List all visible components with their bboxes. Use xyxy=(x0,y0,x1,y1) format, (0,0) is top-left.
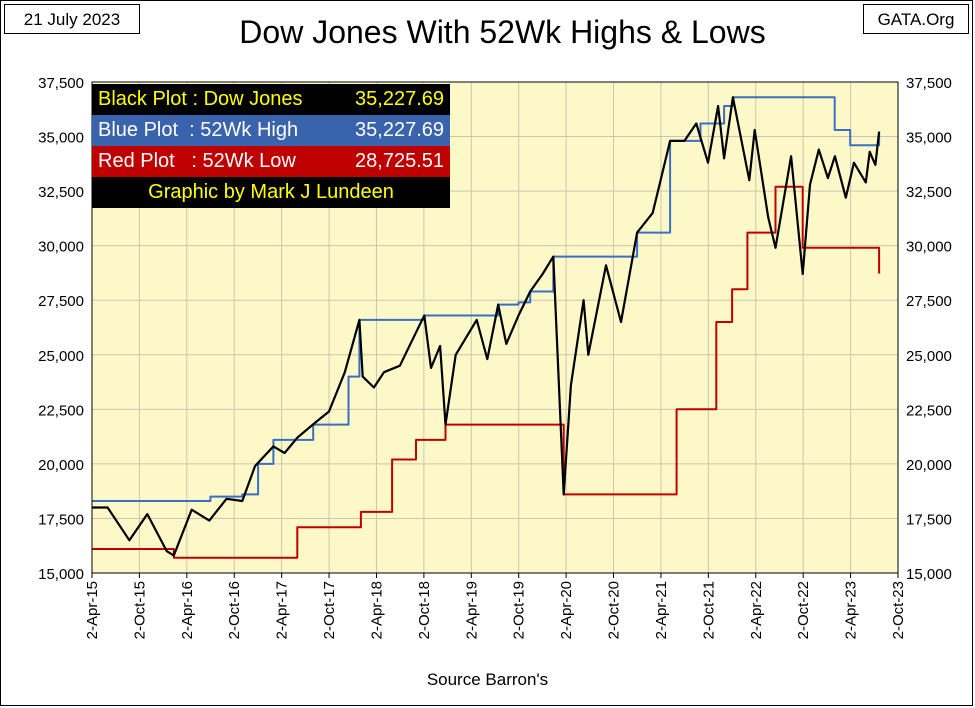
x-tick-label: 2-Apr-23 xyxy=(843,581,860,639)
x-tick-label: 2-Oct-22 xyxy=(795,581,812,639)
x-tick-label: 2-Oct-23 xyxy=(890,581,907,639)
x-tick-label: 2-Apr-18 xyxy=(368,581,385,639)
x-tick-label: 2-Apr-17 xyxy=(274,581,291,639)
x-tick-label: 2-Oct-15 xyxy=(131,581,148,639)
y-tick-label-right: 22,500 xyxy=(906,402,952,419)
low-line xyxy=(92,185,881,559)
x-tick-label: 2-Apr-19 xyxy=(463,581,480,639)
y-tick-label-left: 17,500 xyxy=(38,511,84,528)
y-tick-label-left: 27,500 xyxy=(38,293,84,310)
legend-credit: Graphic by Mark J Lundeen xyxy=(92,177,450,208)
legend-box: Black Plot : Dow Jones 35,227.69 Blue Pl… xyxy=(92,84,450,208)
x-tick-label: 2-Oct-20 xyxy=(606,581,623,639)
x-axis: 2-Apr-15 2-Oct-15 2-Apr-16 2-Oct-16 2-Apr-17… xyxy=(84,573,907,639)
x-tick-label: 2-Apr-16 xyxy=(179,581,196,639)
y-tick-label-right: 27,500 xyxy=(906,293,952,310)
y-tick-label-right: 25,000 xyxy=(906,348,952,365)
y-tick-label-right: 17,500 xyxy=(906,511,952,528)
y-tick-label-right: 15,000 xyxy=(906,566,952,583)
legend-high-value: 35,227.69 xyxy=(355,119,444,141)
y-tick-label-left: 15,000 xyxy=(38,566,84,583)
y-tick-label-left: 35,000 xyxy=(38,130,84,147)
x-tick-label: 2-Oct-19 xyxy=(511,581,528,639)
legend-low-value: 28,725.51 xyxy=(355,150,444,172)
y-axis-left: 15,000 17,500 20,000 22,500 25,000 27,500 30,0… xyxy=(38,75,84,583)
x-tick-label: 2-Oct-16 xyxy=(226,581,243,639)
y-tick-label-left: 37,500 xyxy=(38,75,84,92)
legend-row-low: Red Plot : 52Wk Low 28,725.51 xyxy=(92,146,450,177)
legend-dow-value: 35,227.69 xyxy=(355,88,444,110)
brand-badge: GATA.Org xyxy=(863,4,969,34)
plot-border xyxy=(91,81,899,574)
x-tick-label: 2-Apr-21 xyxy=(653,581,670,639)
x-tick-label: 2-Oct-18 xyxy=(416,581,433,639)
legend-high-label: Blue Plot : 52Wk High xyxy=(98,119,299,141)
y-tick-label-right: 30,000 xyxy=(906,239,952,256)
y-tick-label-left: 32,500 xyxy=(38,184,84,201)
y-tick-label-right: 35,000 xyxy=(906,130,952,147)
y-tick-label-left: 30,000 xyxy=(38,239,84,256)
dow-line xyxy=(92,96,881,557)
source-caption: Source Barron's xyxy=(426,670,549,689)
y-tick-label-right: 32,500 xyxy=(906,184,952,201)
x-tick-label: 2-Oct-17 xyxy=(321,581,338,639)
legend-dow-label: Black Plot : Dow Jones xyxy=(98,88,303,110)
y-tick-label-left: 25,000 xyxy=(38,348,84,365)
x-tick-label: 2-Oct-21 xyxy=(700,581,717,639)
legend-low-label: Red Plot : 52Wk Low xyxy=(98,150,296,172)
x-tick-label: 2-Apr-22 xyxy=(748,581,765,639)
series-layer xyxy=(92,96,881,559)
y-axis-right: 15,000 17,500 20,000 22,500 25,000 27,500 30,0… xyxy=(906,75,952,583)
y-tick-label-right: 37,500 xyxy=(906,75,952,92)
chart-title: Dow Jones With 52Wk Highs & Lows xyxy=(239,14,766,50)
high-line xyxy=(92,96,881,502)
y-tick-label-left: 20,000 xyxy=(38,457,84,474)
y-tick-label-left: 22,500 xyxy=(38,402,84,419)
x-tick-label: 2-Apr-20 xyxy=(558,581,575,639)
y-tick-label-right: 20,000 xyxy=(906,457,952,474)
x-tick-label: 2-Apr-15 xyxy=(84,581,101,639)
date-badge: 21 July 2023 xyxy=(4,4,140,34)
legend-row-high: Blue Plot : 52Wk High 35,227.69 xyxy=(92,115,450,146)
legend-row-dow: Black Plot : Dow Jones 35,227.69 xyxy=(92,84,450,115)
